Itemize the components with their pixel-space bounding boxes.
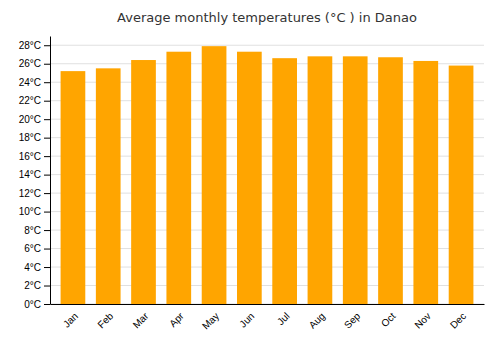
y-tick: 20°C: [19, 114, 50, 125]
x-tick: Jun: [237, 310, 256, 329]
y-tick: 26°C: [19, 58, 50, 69]
y-tick-label: 12°C: [19, 188, 41, 199]
bar: [131, 60, 156, 304]
y-tick: 6°C: [24, 243, 50, 254]
y-tick: 0°C: [24, 299, 50, 310]
x-tick: Mar: [131, 310, 151, 330]
bar: [96, 68, 121, 304]
x-tick-label: Mar: [131, 310, 151, 330]
x-tick: Nov: [412, 310, 432, 330]
grid: [50, 45, 484, 304]
bar: [272, 58, 297, 304]
x-tick: Feb: [95, 310, 115, 330]
y-tick-label: 4°C: [24, 262, 41, 273]
y-tick-mark: [44, 175, 50, 176]
bar: [202, 46, 227, 304]
x-axis-line: [51, 304, 485, 305]
grid-line: [50, 45, 484, 46]
y-tick-mark: [44, 156, 50, 157]
y-tick: 4°C: [24, 262, 50, 273]
y-tick-mark: [44, 119, 50, 120]
chart: 0°C 2°C 4°C 6°C 8°C 10°C 12°C 14°C 16°C 18°C 20°C 2…: [0, 0, 500, 350]
x-tick-label: Nov: [412, 310, 432, 330]
y-tick: 10°C: [19, 206, 50, 217]
y-tick: 8°C: [24, 225, 50, 236]
y-tick-mark: [44, 101, 50, 102]
y-tick-label: 26°C: [19, 58, 41, 69]
bar: [308, 56, 333, 304]
y-tick-label: 20°C: [19, 114, 41, 125]
y-tick-mark: [44, 45, 50, 46]
x-tick-label: Jul: [275, 310, 292, 327]
y-tick-mark: [44, 64, 50, 65]
x-tick-label: Apr: [167, 310, 186, 329]
y-tick-mark: [44, 138, 50, 139]
bar: [413, 61, 438, 304]
y-tick-label: 22°C: [19, 95, 41, 106]
y-tick: 28°C: [19, 40, 50, 51]
y-tick-mark: [44, 249, 50, 250]
x-tick: Apr: [167, 310, 186, 329]
x-tick-label: Jun: [237, 310, 256, 329]
y-tick-label: 18°C: [19, 132, 41, 143]
y-tick: 14°C: [19, 169, 50, 180]
y-tick: 2°C: [24, 280, 50, 291]
y-tick-label: 28°C: [19, 40, 41, 51]
x-tick: Jan: [61, 310, 80, 329]
y-tick-mark: [44, 193, 50, 194]
x-tick: Aug: [307, 310, 327, 330]
x-tick: Oct: [379, 310, 398, 329]
x-tick-label: Oct: [379, 310, 398, 329]
x-tick-label: Aug: [307, 310, 327, 330]
y-tick: 12°C: [19, 188, 50, 199]
y-tick-mark: [44, 286, 50, 287]
y-axis: 0°C 2°C 4°C 6°C 8°C 10°C 12°C 14°C 16°C 18°C 20°C 2…: [19, 37, 51, 310]
y-tick-label: 16°C: [19, 151, 41, 162]
x-tick-label: Sep: [342, 310, 363, 331]
x-tick-label: Feb: [95, 310, 115, 330]
x-axis: Jan Feb Mar Apr May Jun Jul Aug Sep Oct Nov Dec: [51, 305, 485, 332]
x-tick-label: Dec: [448, 310, 468, 330]
y-tick-mark: [44, 230, 50, 231]
y-tick-mark: [44, 212, 50, 213]
y-tick-mark: [44, 304, 50, 305]
x-tick: May: [200, 310, 221, 331]
bar: [378, 57, 403, 304]
y-tick-label: 0°C: [24, 299, 41, 310]
y-tick-label: 14°C: [19, 169, 41, 180]
bars: [61, 46, 474, 304]
y-tick-label: 24°C: [19, 77, 41, 88]
y-tick-label: 10°C: [19, 206, 41, 217]
x-tick-label: Jan: [61, 310, 80, 329]
y-tick-label: 8°C: [24, 225, 41, 236]
y-tick-label: 2°C: [24, 280, 41, 291]
x-tick-label: May: [200, 310, 221, 331]
x-tick: Sep: [342, 310, 363, 331]
y-tick-mark: [44, 82, 50, 83]
bar: [237, 52, 262, 304]
y-axis-line: [50, 37, 51, 305]
bar: [343, 56, 368, 304]
x-tick: Jul: [275, 310, 292, 327]
x-tick: Dec: [448, 310, 468, 330]
y-tick: 24°C: [19, 77, 50, 88]
y-tick-label: 6°C: [24, 243, 41, 254]
bar: [166, 52, 191, 304]
y-tick: 18°C: [19, 132, 50, 143]
y-tick-mark: [44, 267, 50, 268]
y-tick: 22°C: [19, 95, 50, 106]
y-tick: 16°C: [19, 151, 50, 162]
bar: [449, 66, 474, 304]
bar: [61, 71, 86, 304]
title: Average monthly temperatures (°C ) in Da…: [117, 10, 417, 25]
